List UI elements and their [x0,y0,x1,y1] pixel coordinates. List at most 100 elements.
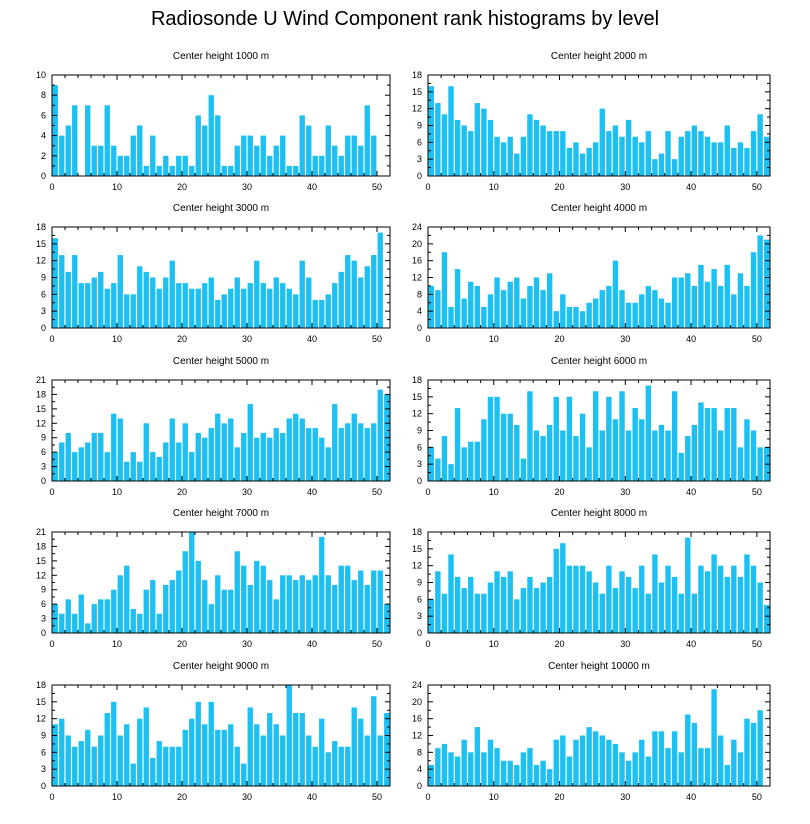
bar-35 [280,432,286,481]
y-tick-label: 9 [417,578,422,588]
bar-17 [163,584,169,633]
bar-40 [312,575,318,633]
bar-3 [72,105,78,176]
bar-41 [698,748,704,787]
bar-18 [546,769,553,786]
y-tick-label: 18 [36,389,46,399]
bar-23 [579,311,586,328]
bar-25 [215,413,221,481]
bar-11 [124,461,130,481]
x-tick-label: 50 [752,182,762,192]
bar-16 [156,288,162,328]
bar-47 [358,277,364,328]
bar-4 [454,576,461,633]
bar-5 [461,447,467,481]
x-tick-label: 0 [425,334,430,344]
y-tick-label: 18 [36,680,46,690]
bar-8 [481,752,487,786]
bar-21 [189,718,195,786]
y-tick-label: 21 [36,375,46,385]
y-tick-label: 12 [412,104,422,114]
bar-33 [645,385,652,481]
bar-29 [241,565,247,633]
bar-11 [500,576,507,633]
bar-44 [338,155,344,176]
x-tick-label: 20 [555,792,565,802]
bar-32 [639,739,645,786]
bar-39 [685,436,691,481]
bar-14 [520,298,527,328]
bar-37 [293,294,299,328]
x-tick-label: 50 [372,792,382,802]
bar-34 [652,159,658,176]
bar-11 [124,724,130,786]
panel-title: Center height 4000 m [551,203,647,214]
bar-28 [234,447,240,481]
bar-34 [273,277,279,328]
y-tick-label: 12 [36,256,46,266]
bar-49 [750,252,757,328]
bar-3 [72,452,78,481]
bar-25 [593,142,599,176]
panel-1: Center height 1000 m 0 2 4 6 8 10 0 10 20 30 40 50 [36,51,391,192]
bar-33 [267,155,273,176]
bar-28 [234,746,240,786]
bar-12 [507,413,513,481]
bar-45 [345,565,351,633]
bar-15 [150,452,156,481]
x-tick-label: 0 [49,182,54,192]
bar-38 [299,115,305,176]
x-tick-label: 0 [425,792,430,802]
bar-2 [441,593,448,633]
bar-48 [744,554,750,633]
bar-6 [468,576,474,633]
bar-44 [717,142,724,176]
x-tick-label: 30 [242,487,252,497]
y-tick-label: 12 [412,273,422,283]
bar-50 [377,735,383,786]
bar-32 [260,432,266,481]
bar-46 [731,565,737,633]
bar-13 [514,153,520,176]
y-tick-label: 0 [417,171,422,181]
x-tick-label: 0 [425,182,430,192]
x-tick-label: 10 [112,487,122,497]
bar-29 [241,288,247,328]
bar-12 [130,452,136,481]
x-tick-label: 30 [242,639,252,649]
y-tick-label: 15 [412,544,422,554]
bar-4 [454,269,461,328]
bar-12 [507,136,513,176]
x-tick-label: 0 [425,487,430,497]
bar-22 [195,115,201,176]
bar-33 [267,713,273,786]
panel-title: Center height 7000 m [173,508,269,519]
bar-2 [65,432,71,481]
bar-40 [691,424,698,481]
bar-4 [78,741,84,786]
bar-13 [514,424,520,481]
bar-23 [202,580,208,633]
bar-32 [639,294,645,328]
bar-21 [189,165,195,176]
bar-26 [599,593,605,633]
bar-26 [221,165,227,176]
x-tick-label: 20 [555,487,565,497]
bar-36 [665,565,671,633]
bar-24 [586,147,592,176]
bar-33 [645,756,652,786]
bar-41 [319,536,325,633]
bar-45 [724,264,730,329]
y-tick-label: 18 [36,541,46,551]
bar-35 [280,135,286,176]
y-tick-label: 0 [417,323,422,333]
bar-15 [150,580,156,633]
y-tick-label: 12 [412,731,422,741]
bar-24 [208,604,214,633]
x-tick-label: 30 [620,182,630,192]
bar-49 [750,430,757,481]
bar-46 [731,408,737,481]
bar-12 [130,294,136,328]
bar-14 [143,271,149,328]
bar-19 [553,548,559,633]
